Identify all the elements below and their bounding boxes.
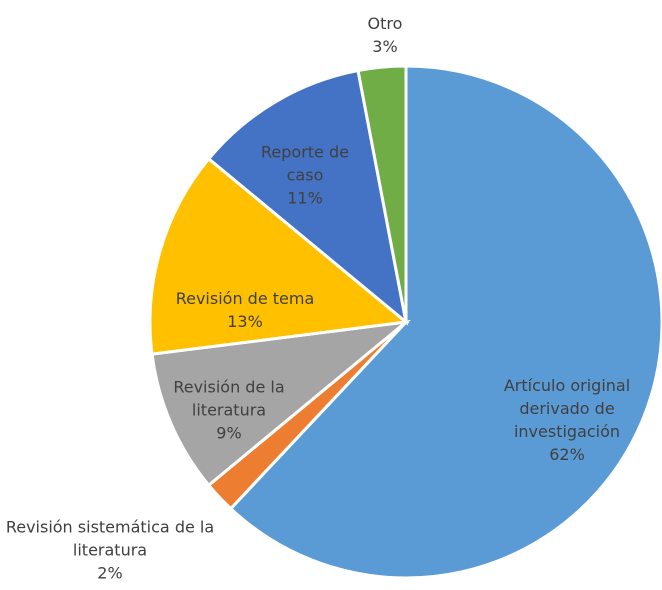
slice-label: Artículo original derivado de investigac…	[482, 374, 652, 466]
value-label: 62%	[549, 445, 585, 464]
pie-slice	[228, 64, 662, 580]
pie-slice	[148, 156, 410, 356]
slice-label: Revisión sistemática de la literatura 2%	[0, 516, 220, 585]
pie-slice	[150, 319, 411, 488]
category-label: Otro	[367, 14, 403, 33]
category-label: Revisión de tema	[175, 289, 315, 308]
pie-slice	[356, 64, 408, 323]
pie-slice	[206, 68, 409, 326]
value-label: 13%	[227, 312, 263, 331]
value-label: 11%	[287, 188, 323, 208]
category-label: Artículo original derivado de investigac…	[503, 376, 631, 441]
category-label: Revisión sistemática de la literatura	[5, 517, 215, 560]
slice-label: Revisión de la literatura 9%	[164, 376, 294, 445]
slice-label: Reporte de caso 11%	[250, 141, 360, 210]
category-label: Revisión de la literatura	[173, 377, 285, 420]
value-label: 2%	[97, 563, 123, 583]
value-label: 9%	[216, 423, 242, 443]
slice-label: Otro 3%	[345, 12, 425, 58]
slice-label: Revisión de tema 13%	[155, 287, 335, 333]
category-label: Reporte de caso	[261, 142, 349, 185]
value-label: 3%	[372, 37, 398, 56]
